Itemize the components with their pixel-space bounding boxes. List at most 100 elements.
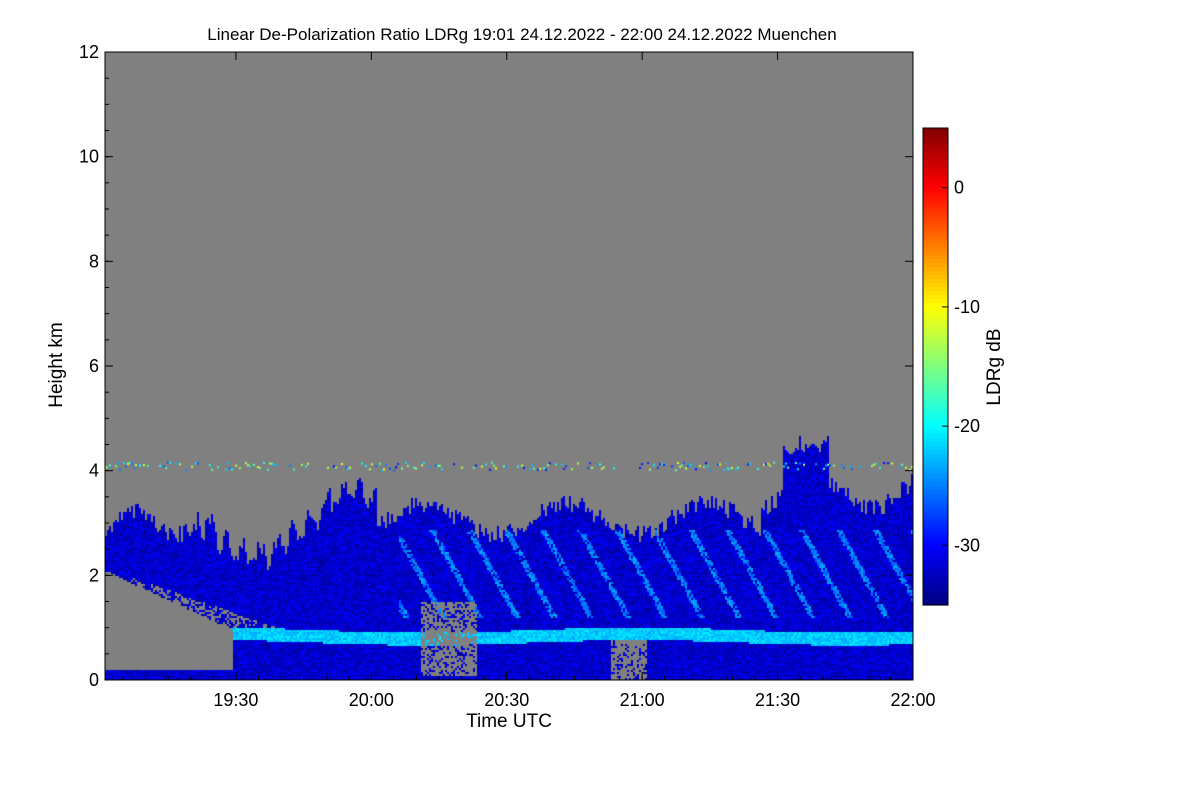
colorbar-segment bbox=[923, 251, 948, 256]
colorbar-segment bbox=[923, 199, 948, 205]
colorbar-segment bbox=[923, 235, 948, 240]
x-tick-label: 19:30 bbox=[213, 690, 258, 710]
colorbar-segment bbox=[923, 267, 948, 272]
colorbar-segment bbox=[923, 195, 948, 201]
y-tick-label: 0 bbox=[89, 670, 99, 690]
colorbar-segment bbox=[923, 310, 948, 316]
colorbar-frame bbox=[922, 127, 949, 606]
colorbar-segment bbox=[923, 128, 948, 133]
colorbar-segment bbox=[923, 171, 948, 177]
x-tick-label: 22:00 bbox=[890, 690, 935, 710]
colorbar-segment bbox=[923, 370, 948, 376]
colorbar-segment bbox=[923, 525, 948, 531]
colorbar-segment bbox=[923, 306, 948, 312]
colorbar-segment bbox=[923, 509, 948, 515]
colorbar-segment bbox=[923, 302, 948, 308]
axes: 0 2 4 6 8 10 12 19:30 20:00 20:30 21:00 21:30 22:00 bbox=[79, 42, 936, 710]
colorbar-segment bbox=[923, 239, 948, 244]
colorbar-segment bbox=[923, 187, 948, 193]
colorbar-segment bbox=[923, 438, 948, 443]
colorbar-segment bbox=[923, 219, 948, 224]
colorbar-segment bbox=[923, 537, 948, 542]
colorbar-segment bbox=[923, 398, 948, 403]
colorbar-segment bbox=[923, 231, 948, 236]
colorbar-segment bbox=[923, 477, 948, 483]
colorbar-segment bbox=[923, 446, 948, 451]
colorbar-segment bbox=[923, 223, 948, 228]
x-tick-label: 20:00 bbox=[349, 690, 394, 710]
colorbar: 0 -10 -20 -30 bbox=[922, 127, 980, 606]
colorbar-segment bbox=[923, 211, 948, 217]
colorbar-segment bbox=[923, 453, 948, 459]
colorbar-segment bbox=[923, 215, 948, 221]
x-axis-label: Time UTC bbox=[466, 711, 552, 732]
colorbar-segment bbox=[923, 597, 948, 602]
colorbar-segment bbox=[923, 163, 948, 169]
colorbar-segment bbox=[923, 298, 948, 304]
colorbar-tick-label: -30 bbox=[954, 535, 980, 555]
colorbar-segment bbox=[923, 549, 948, 554]
chart-title: Linear De-Polarization Ratio LDRg 19:01 … bbox=[207, 25, 836, 44]
colorbar-segment bbox=[923, 175, 948, 181]
colorbar-segment bbox=[923, 533, 948, 539]
colorbar-segment bbox=[923, 577, 948, 582]
colorbar-segment bbox=[923, 143, 948, 149]
colorbar-segment bbox=[923, 259, 948, 264]
colorbar-segment bbox=[923, 593, 948, 598]
y-tick-label: 12 bbox=[79, 42, 99, 62]
colorbar-segment bbox=[923, 318, 948, 324]
colorbar-segment bbox=[923, 589, 948, 594]
colorbar-segment bbox=[923, 350, 948, 356]
colorbar-label: LDRg dB bbox=[984, 328, 1005, 405]
colorbar-segment bbox=[923, 581, 948, 586]
colorbar-segment bbox=[923, 330, 948, 336]
colorbar-segment bbox=[923, 529, 948, 535]
colorbar-segment bbox=[923, 426, 948, 431]
colorbar-segment bbox=[923, 227, 948, 232]
colorbar-segment bbox=[923, 394, 948, 399]
colorbar-segment bbox=[923, 569, 948, 574]
colorbar-segment bbox=[923, 517, 948, 523]
colorbar-segment bbox=[923, 573, 948, 578]
colorbar-segment bbox=[923, 147, 948, 153]
colorbar-segment bbox=[923, 553, 948, 558]
y-tick-label: 4 bbox=[89, 461, 99, 481]
colorbar-segment bbox=[923, 207, 948, 213]
colorbar-tick-label: 0 bbox=[954, 178, 964, 198]
colorbar-segment bbox=[923, 183, 948, 189]
colorbar-segment bbox=[923, 493, 948, 499]
colorbar-segment bbox=[923, 366, 948, 372]
colorbar-segment bbox=[923, 322, 948, 328]
colorbar-segment bbox=[923, 334, 948, 340]
colorbar-tick-label: -10 bbox=[954, 297, 980, 317]
colorbar-segment bbox=[923, 601, 948, 606]
x-tick-label: 21:30 bbox=[755, 690, 800, 710]
colorbar-segment bbox=[923, 275, 948, 280]
colorbar-segment bbox=[923, 473, 948, 479]
colorbar-segment bbox=[923, 565, 948, 570]
colorbar-segment bbox=[923, 430, 948, 435]
colorbar-segment bbox=[923, 541, 948, 546]
colorbar-segment bbox=[923, 191, 948, 197]
colorbar-segment bbox=[923, 497, 948, 503]
colorbar-segment bbox=[923, 418, 948, 423]
y-axis-label: Height km bbox=[46, 322, 67, 408]
colorbar-segment bbox=[923, 346, 948, 352]
colorbar-segment bbox=[923, 374, 948, 380]
colorbar-segment bbox=[923, 461, 948, 467]
colorbar-segment bbox=[923, 485, 948, 491]
colorbar-segment bbox=[923, 513, 948, 519]
colorbar-segment bbox=[923, 481, 948, 487]
colorbar-segment bbox=[923, 386, 948, 391]
colorbar-segment bbox=[923, 501, 948, 507]
colorbar-segment bbox=[923, 390, 948, 395]
colorbar-segment bbox=[923, 294, 948, 300]
colorbar-segment bbox=[923, 131, 948, 137]
colorbar-segment bbox=[923, 545, 948, 550]
colorbar-segment bbox=[923, 505, 948, 511]
colorbar-segment bbox=[923, 179, 948, 185]
colorbar-segment bbox=[923, 326, 948, 332]
colorbar-segment bbox=[923, 521, 948, 527]
colorbar-segment bbox=[923, 135, 948, 141]
